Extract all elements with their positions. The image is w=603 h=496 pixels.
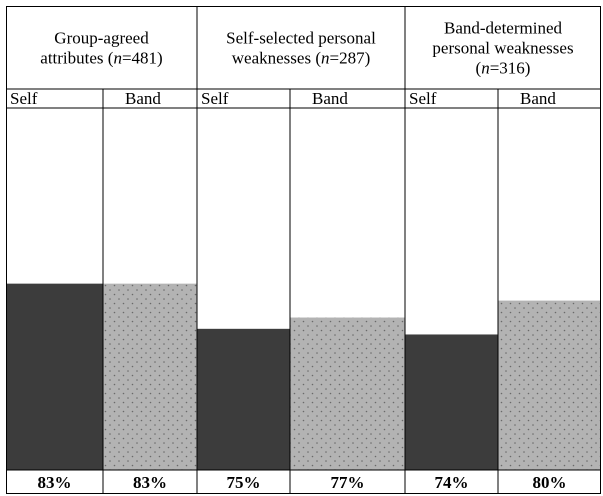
- column-label-3: Self: [201, 89, 229, 108]
- value-label-3: 75%: [227, 473, 261, 492]
- bar-self-1: [6, 283, 103, 470]
- column-label-6: Band: [520, 89, 556, 108]
- grid-layer: [6, 6, 601, 494]
- group-title-3: Band-determined personal weaknesses (n=316…: [432, 19, 573, 78]
- value-label-6: 80%: [533, 473, 567, 492]
- column-label-4: Band: [312, 89, 348, 108]
- column-label-1: Self: [10, 89, 38, 108]
- bars-layer: [6, 283, 601, 470]
- column-label-2: Band: [125, 89, 161, 108]
- group-title-2: Self-selected personal weaknesses (n=287): [226, 29, 376, 68]
- text-layer: Group-agreed attributes (n=481) Self-selec…: [10, 19, 574, 493]
- value-label-5: 74%: [435, 473, 469, 492]
- bar-self-3: [405, 334, 498, 470]
- value-label-1: 83%: [38, 473, 72, 492]
- bar-self-2: [197, 328, 290, 470]
- bar-band-3: [498, 300, 601, 470]
- value-label-4: 77%: [331, 473, 365, 492]
- value-label-2: 83%: [133, 473, 167, 492]
- group-title-1: Group-agreed attributes (n=481): [40, 29, 162, 68]
- column-label-5: Self: [409, 89, 437, 108]
- bar-band-1: [103, 283, 197, 470]
- bar-band-2: [290, 317, 405, 470]
- outer-border: [6, 6, 601, 494]
